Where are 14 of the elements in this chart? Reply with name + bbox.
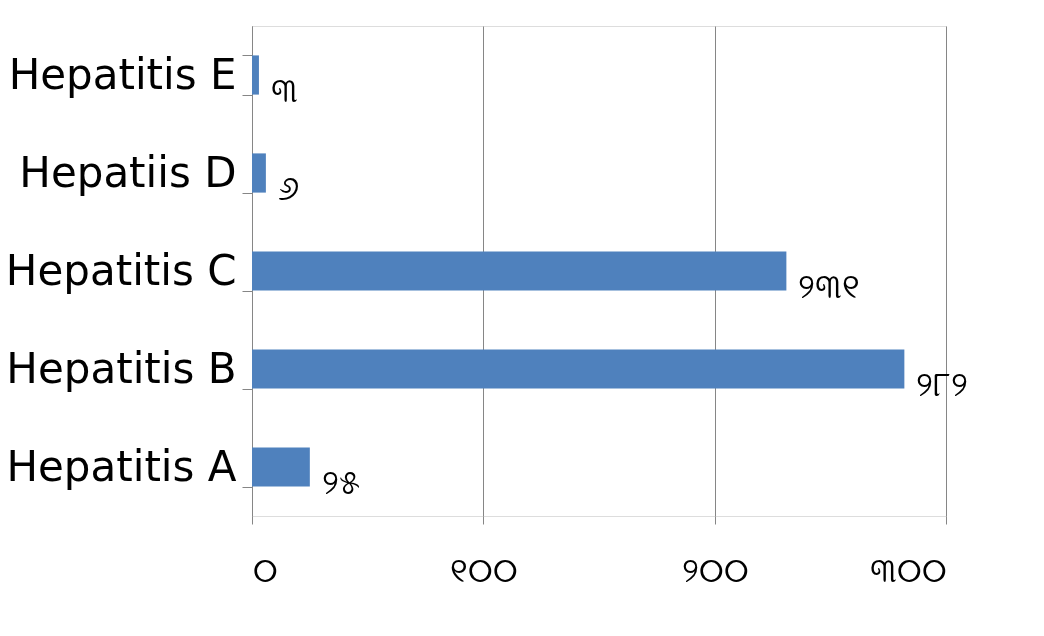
data-label: ୨୩୧	[798, 266, 861, 306]
y-tick-label: Hepatitis B	[6, 343, 237, 393]
y-tick-label: Hepatiis D	[19, 147, 237, 197]
y-tick-label: Hepatitis E	[8, 49, 237, 99]
x-tick-label: ୨୦୦	[681, 549, 749, 590]
y-tick-label: Hepatitis C	[5, 245, 237, 295]
x-tick-label: ୩୦୦	[869, 549, 947, 590]
data-label: ୬	[277, 168, 299, 208]
x-tick-label: ୦	[252, 549, 278, 590]
y-tick-label: Hepatitis A	[6, 441, 237, 491]
data-label: ୨୫	[321, 462, 360, 502]
x-tick-label: ୧୦୦	[449, 549, 518, 590]
data-label: ୩	[270, 70, 298, 110]
data-label: ୨୮୨	[916, 364, 969, 404]
